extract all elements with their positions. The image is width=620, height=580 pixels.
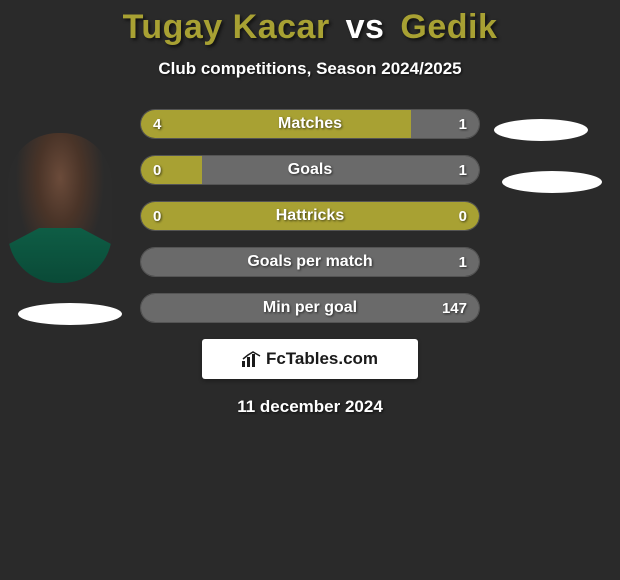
stat-value-right: 147 [442, 294, 467, 322]
player2-name-ellipse-1 [494, 119, 588, 141]
stat-bar-row: Matches4 1 [140, 109, 480, 139]
stat-value-left: 0 [153, 156, 161, 184]
stat-bar-row: Min per goal147 [140, 293, 480, 323]
stat-value-right: 0 [459, 202, 467, 230]
logo-text: FcTables.com [266, 349, 378, 369]
stat-label: Goals [141, 156, 479, 184]
player1-name-ellipse [18, 303, 122, 325]
stat-value-right: 1 [459, 156, 467, 184]
stat-value-right: 1 [459, 248, 467, 276]
comparison-title: Tugay Kacar vs Gedik [0, 0, 620, 47]
date-label: 11 december 2024 [0, 397, 620, 417]
subtitle: Club competitions, Season 2024/2025 [0, 59, 620, 79]
stat-bar-row: Goals per match1 [140, 247, 480, 277]
stat-bar-row: Hattricks0 0 [140, 201, 480, 231]
stat-value-right: 1 [459, 110, 467, 138]
stat-value-left: 4 [153, 110, 161, 138]
stat-label: Hattricks [141, 202, 479, 230]
stat-value-left: 0 [153, 202, 161, 230]
stat-label: Matches [141, 110, 479, 138]
vs-label: vs [346, 8, 385, 46]
stat-label: Min per goal [141, 294, 479, 322]
player2-name: Gedik [400, 8, 497, 46]
player2-name-ellipse-2 [502, 171, 602, 193]
stat-bar-row: Goals0 1 [140, 155, 480, 185]
chart-icon [242, 351, 262, 367]
stat-label: Goals per match [141, 248, 479, 276]
player1-name: Tugay Kacar [123, 8, 330, 46]
fctables-logo[interactable]: FcTables.com [202, 339, 418, 379]
stat-bars-container: Matches41Goals01Hattricks00Goals per mat… [140, 109, 480, 323]
player1-avatar [8, 133, 112, 283]
content-area: Matches41Goals01Hattricks00Goals per mat… [0, 109, 620, 417]
